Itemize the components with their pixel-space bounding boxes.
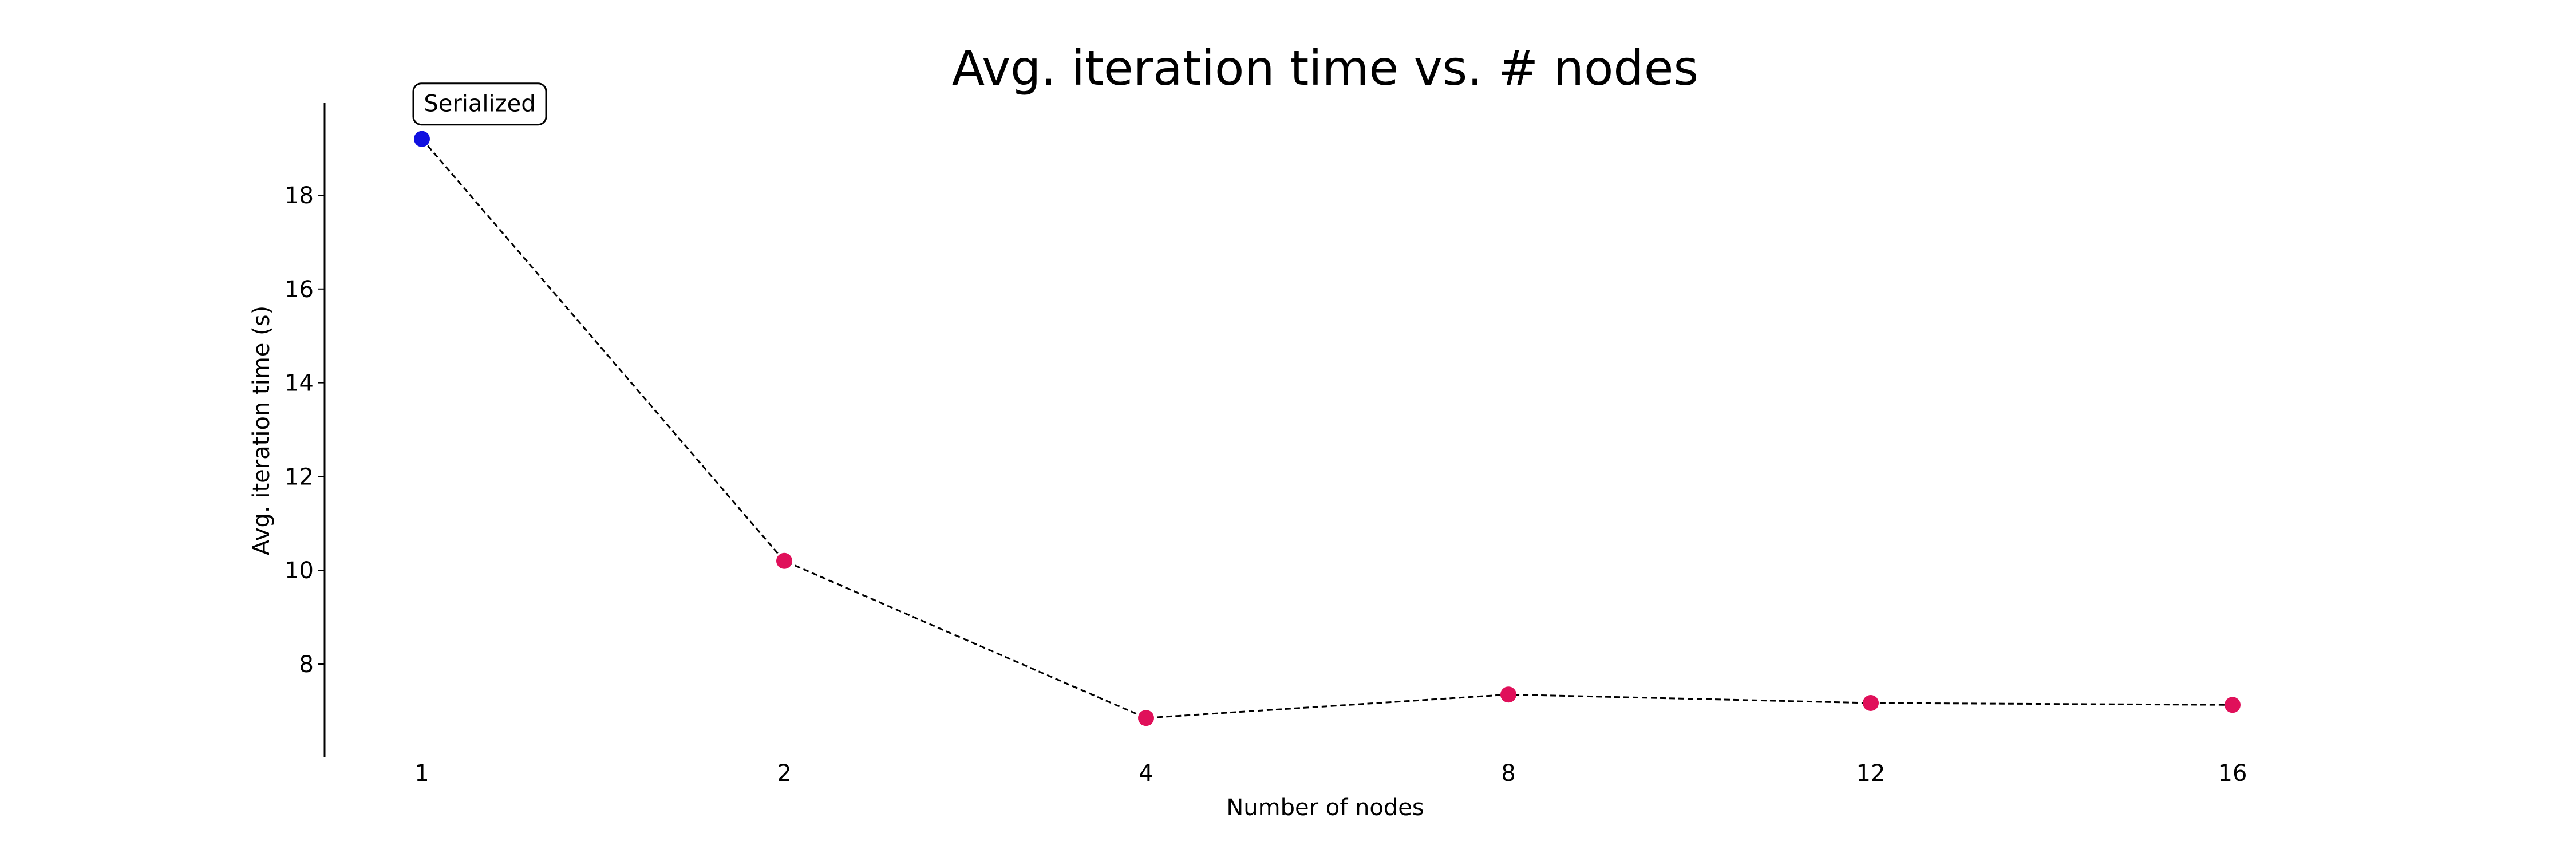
y-tick-label: 16 — [285, 277, 314, 303]
chart-title: Avg. iteration time vs. # nodes — [952, 40, 1698, 96]
y-axis-title: Avg. iteration time (s) — [248, 306, 275, 555]
y-axis-ticks: 8 10 12 14 16 18 — [285, 183, 325, 678]
annotation-box — [412, 82, 547, 126]
x-axis-ticks: 1 2 4 8 12 16 — [414, 760, 2247, 787]
series-line — [421, 138, 2233, 719]
y-tick-label: 12 — [285, 464, 314, 490]
x-tick-label: 8 — [1501, 760, 1515, 787]
data-point — [1138, 710, 1154, 726]
data-point — [2225, 697, 2241, 713]
y-tick-label: 8 — [299, 651, 314, 678]
y-tick-label: 10 — [285, 558, 314, 584]
data-point — [414, 131, 430, 147]
annotation-label: Serialized — [424, 91, 535, 117]
y-tick-label: 18 — [285, 183, 314, 209]
data-point — [1863, 695, 1879, 711]
x-tick-label: 16 — [2218, 760, 2247, 787]
x-tick-label: 2 — [777, 760, 791, 787]
data-point — [776, 552, 792, 569]
y-tick-label: 14 — [285, 370, 314, 397]
x-tick-label: 1 — [414, 760, 429, 787]
x-tick-label: 12 — [1856, 760, 1886, 787]
x-axis-title: Number of nodes — [1226, 795, 1424, 821]
data-point — [1500, 686, 1516, 703]
annotations: Serialized — [412, 82, 547, 126]
x-tick-label: 4 — [1139, 760, 1153, 787]
data-points — [414, 131, 2241, 726]
